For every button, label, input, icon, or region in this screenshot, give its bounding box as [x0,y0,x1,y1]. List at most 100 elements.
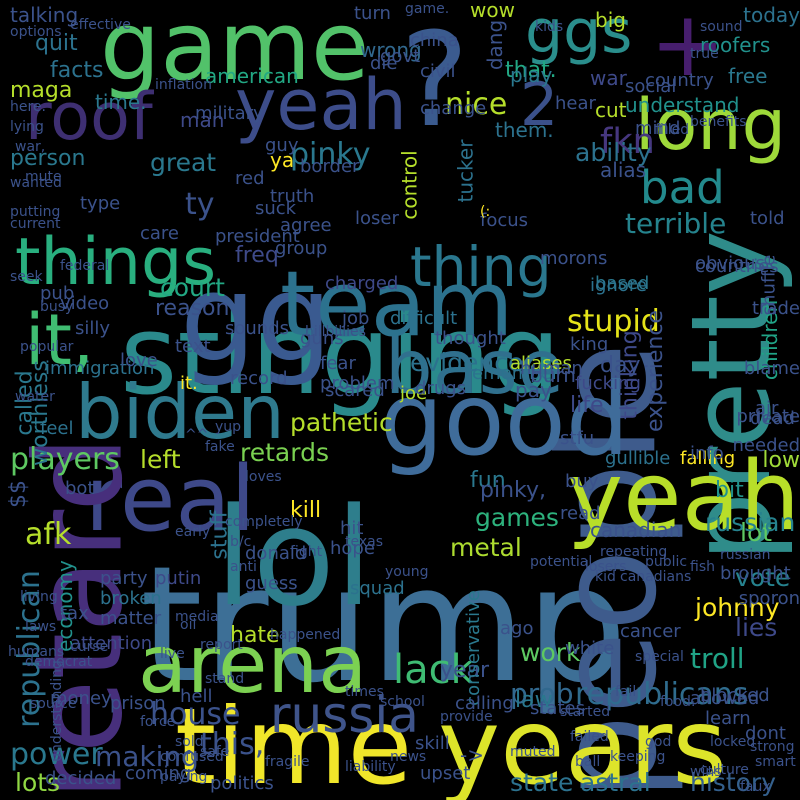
word-oil: oil [180,617,197,633]
word-lack: lack [393,647,474,693]
word-it: it, [25,299,95,381]
word-fail: fail [615,684,637,700]
word-morons: morons [540,248,608,269]
word-social: social [625,76,677,97]
word-russia: russia [270,686,419,744]
word-person: person [10,146,86,171]
word-terrible: terrible [625,207,727,240]
word-symbol: + [650,0,726,97]
word-laws: laws [25,619,57,635]
word-ya: ya [270,148,295,172]
word-info: info [690,443,724,464]
word-making: making [95,740,199,773]
word-mind: mind [635,118,681,139]
word-experience: experience [642,310,668,432]
word-cut: cut [595,98,627,122]
word-fear: fear [320,353,356,374]
word-culture: culture [700,762,749,778]
word-canadian: canadian [590,518,682,542]
word-thought: thought [435,328,506,349]
word-team: team [280,252,514,357]
word-games: games [475,503,559,532]
word-faux: faux [740,779,771,795]
word-freq: freq [235,243,279,268]
word-filled: filled [655,122,690,138]
word-2: 2 [520,70,559,140]
word-talking: talking [10,3,79,27]
word-liability: liability [345,759,396,775]
word-change: change [420,98,487,119]
word-type: type [80,193,121,214]
word-federal: federal [60,258,110,274]
word-kids: kids [535,19,564,35]
word-russian: russian [705,508,796,537]
word-vote: vote [735,563,791,592]
word-fucking: fucking [575,373,641,394]
word-things: things [15,225,217,300]
word-war: war [590,66,627,90]
word-failed: failed [570,729,609,745]
word-conservative: conservative [462,589,484,706]
word-news: news [390,749,427,765]
word-confused: confused [160,749,224,765]
word-guess: guess [245,573,298,594]
word-control: control [397,149,422,220]
word-that: that. [505,58,557,83]
word-symbol: (: [480,204,491,220]
word-feel: feel [40,418,74,439]
word-stupid: stupid [567,304,660,339]
word-blame: blame [743,358,800,379]
word-seek: seek [10,269,43,285]
word-lot: lot [740,518,773,547]
word-king: king [570,334,609,355]
word-early: early [175,524,211,540]
word-afk: afk [25,517,72,552]
word-lots: lots [15,768,61,797]
word-b-c: b/c [230,534,252,550]
word-locked: locked [710,734,756,750]
word-strong: strong [750,739,795,755]
word-source: source [30,696,77,712]
word-evidence: evidence [410,348,524,377]
word-living: living [20,589,58,605]
word-military: military [195,103,264,124]
word-burn: burn [530,363,576,387]
word-pay: pay [515,378,552,402]
word-muted: muted [510,744,556,760]
word-long: long [635,84,787,166]
word-options: options [10,24,62,40]
word-keeping: keeping [610,749,666,765]
word-symbol: ? [400,4,469,156]
word-young: young [385,564,429,580]
word-states: states [530,698,585,719]
word-suck: suck [255,198,297,219]
word-canadians: canadians [620,569,692,585]
word-bit: bit [715,478,744,503]
word-quit: quit [35,31,78,56]
word-popular: popular [20,339,74,355]
word-silly: silly [75,318,111,339]
word-arena: arena [138,618,368,711]
word-ggs: ggs [525,0,633,67]
word-wow: wow [470,0,515,22]
word-tax: tax [60,603,89,624]
word-maga: maga [10,78,73,103]
word-countries: countries [695,256,779,277]
word-dont: dont [745,723,786,744]
word-putting: putting [10,204,61,220]
word-difficult: difficult [390,308,458,329]
word-biden: biden [75,368,285,456]
word-year: year [440,658,490,683]
word-die: die [370,53,398,74]
word-sound: sound [700,19,743,35]
word-needed: needed [732,435,800,456]
word-day: day [600,353,641,378]
word-joe: joe [400,383,428,404]
word-text: text [175,336,211,357]
word-american: american [205,64,299,88]
word-report: report [200,637,243,653]
word-ty: ty [185,187,215,222]
word-today: today [743,3,800,27]
word-anti: anti [230,559,257,575]
word-low: low [762,448,800,473]
